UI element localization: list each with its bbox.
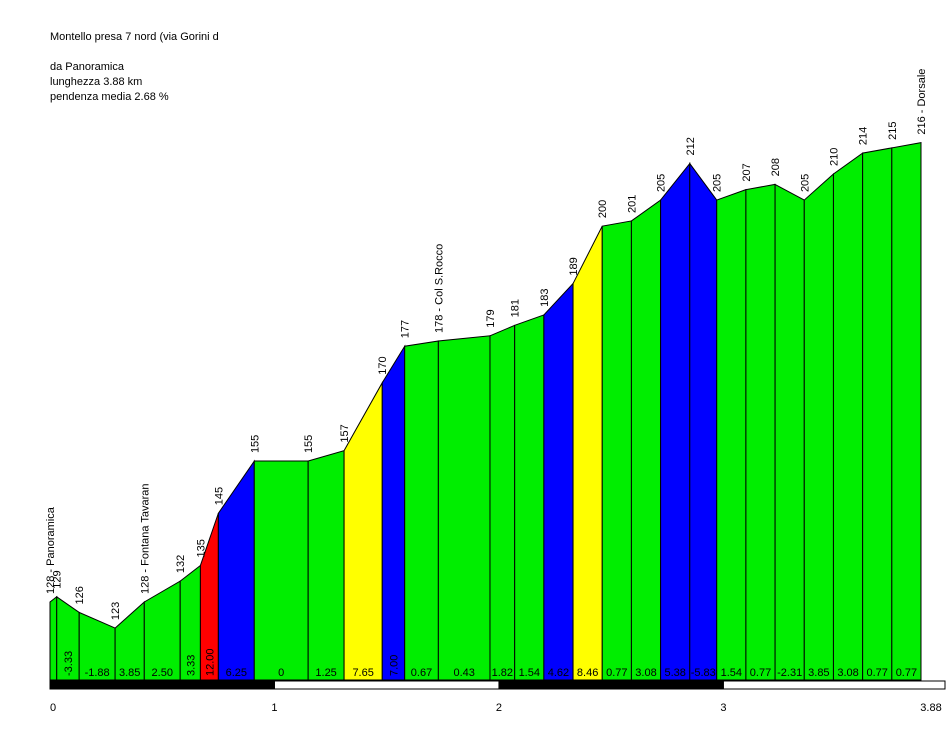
profile-segment-21 <box>660 162 691 681</box>
grade-label: -2.31 <box>777 667 802 679</box>
distance-bar-km-2 <box>498 680 724 690</box>
profile-segment-5 <box>143 580 181 681</box>
elevation-label: 179 <box>485 309 497 327</box>
profile-segment-12 <box>381 344 406 681</box>
profile-segment-27 <box>832 152 864 681</box>
profile-segment-14 <box>437 335 491 681</box>
profile-segment-13 <box>404 340 439 681</box>
elevation-label: 129 <box>52 570 64 588</box>
grade-label: 0.77 <box>896 667 917 679</box>
profile-segment-10 <box>307 449 345 681</box>
elevation-label: 155 <box>249 435 261 453</box>
grade-label: 3.08 <box>635 667 656 679</box>
grade-label: 5.38 <box>664 667 685 679</box>
elevation-label: 207 <box>741 163 753 181</box>
distance-bar-km-0 <box>49 680 275 690</box>
elevation-label: 208 <box>770 158 782 176</box>
grade-label: 0 <box>278 667 284 679</box>
profile-start: da Panoramica <box>50 61 124 73</box>
elevation-label: 205 <box>712 174 724 192</box>
elevation-label: 128 - Fontana Tavaran <box>139 484 151 594</box>
elevation-label: 212 <box>685 137 697 155</box>
profile-segment-16 <box>514 314 545 681</box>
elevation-label: 145 <box>213 487 225 505</box>
profile-segments <box>49 142 922 681</box>
elevation-label: 157 <box>339 424 351 442</box>
profile-segment-9 <box>253 460 309 681</box>
distance-bar-km-3 <box>722 680 946 690</box>
grade-label: 4.62 <box>548 667 569 679</box>
x-tick-label: 3.88 <box>920 702 941 714</box>
grade-label: 0.77 <box>750 667 771 679</box>
x-tick-label: 1 <box>271 702 277 714</box>
profile-segment-23 <box>716 188 747 681</box>
grade-label: 8.46 <box>577 667 598 679</box>
grade-label: 0.77 <box>606 667 627 679</box>
grade-label: 6.25 <box>226 667 247 679</box>
profile-title: Montello presa 7 nord (via Gorini d <box>50 31 219 43</box>
profile-segment-26 <box>803 172 834 681</box>
grade-label: 0.77 <box>867 667 888 679</box>
elevation-label: 200 <box>597 200 609 218</box>
profile-length: lunghezza 3.88 km <box>50 76 143 88</box>
grade-label: 0.43 <box>453 667 474 679</box>
grade-label: 2.50 <box>152 667 173 679</box>
elevation-label: 132 <box>175 555 187 573</box>
profile-segment-15 <box>489 324 516 681</box>
grade-label: -5.83 <box>691 667 716 679</box>
elevation-label: 216 - Dorsale <box>916 69 928 135</box>
grade-label: 7.65 <box>352 667 373 679</box>
distance-axis: 0 1 2 3 3.88 <box>49 680 946 714</box>
grade-label: -3.33 <box>63 651 75 676</box>
x-tick-label: 3 <box>720 702 726 714</box>
elevation-label: 201 <box>626 195 638 213</box>
x-tick-label: 0 <box>50 702 56 714</box>
profile-header: Montello presa 7 nord (via Gorini d da P… <box>50 30 219 105</box>
elevation-label: 178 - Col S.Rocco <box>433 244 445 333</box>
profile-avg-grade: pendenza media 2.68 % <box>50 91 169 103</box>
elevation-label: 135 <box>195 539 207 557</box>
profile-segment-22 <box>689 161 718 681</box>
x-tick-label: 2 <box>496 702 502 714</box>
grade-label: 1.25 <box>315 667 336 679</box>
elevation-label: 123 <box>110 602 122 620</box>
elevation-label: 177 <box>400 320 412 338</box>
grade-label: 3.85 <box>808 667 829 679</box>
grade-label: -1.88 <box>85 667 110 679</box>
elevation-label: 126 <box>74 586 86 604</box>
elevation-label: 205 <box>799 174 811 192</box>
profile-segment-28 <box>862 147 893 681</box>
profile-segment-29 <box>891 142 922 681</box>
elevation-label: 205 <box>656 174 668 192</box>
profile-segment-17 <box>543 282 574 681</box>
grade-labels: -3.33 -1.88 3.85 2.50 3.33 12.00 6.25 0 1.25 7.65… <box>63 648 917 679</box>
elevation-label: 210 <box>828 148 840 166</box>
profile-segment-25 <box>774 183 805 681</box>
profile-segment-20 <box>630 199 662 681</box>
grade-label: 1.54 <box>519 667 540 679</box>
profile-segment-19 <box>601 220 632 681</box>
elevation-label: 170 <box>377 356 389 374</box>
grade-label: 12.00 <box>204 648 216 676</box>
profile-segment-1 <box>49 595 58 681</box>
elevation-label: 215 <box>887 122 899 140</box>
elevation-label: 155 <box>303 435 315 453</box>
elevation-label: 214 <box>858 127 870 145</box>
grade-label: 1.82 <box>492 667 513 679</box>
elevation-label: 181 <box>510 299 522 317</box>
grade-label: 3.08 <box>837 667 858 679</box>
grade-label: 1.54 <box>721 667 742 679</box>
profile-segment-18 <box>572 225 603 681</box>
grade-label: 7.00 <box>388 655 400 676</box>
grade-label: 3.33 <box>185 655 197 676</box>
elevation-label: 128 - Panoramica <box>45 506 57 594</box>
distance-bar-km-1 <box>273 680 500 690</box>
profile-segment-24 <box>745 183 776 681</box>
grade-label: 3.85 <box>119 667 140 679</box>
grade-label: 0.67 <box>411 667 432 679</box>
elevation-label: 183 <box>539 289 551 307</box>
elevation-label: 189 <box>568 257 580 275</box>
